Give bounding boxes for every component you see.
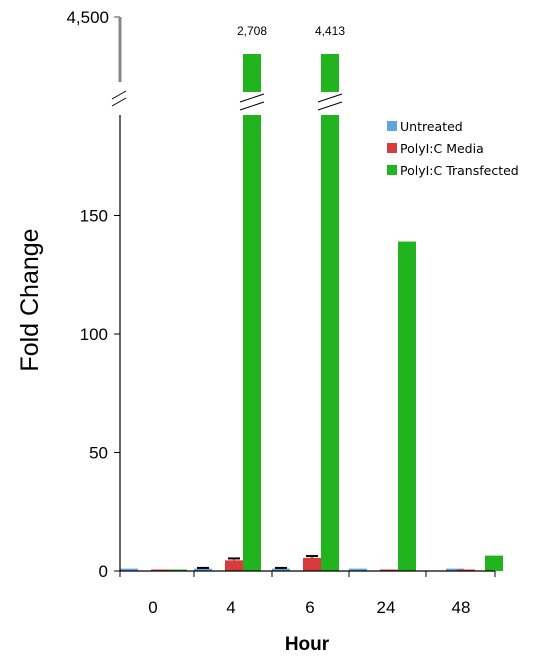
- x-tick-label: 24: [377, 598, 396, 617]
- bar-polyi-c-media-6: [303, 557, 321, 571]
- bar-untreated-0: [120, 568, 138, 571]
- bar-polyi-c-transfected-6-upper: [321, 54, 339, 99]
- y-tick-label: 0: [99, 562, 108, 581]
- bar-polyi-c-transfected-4-lower: [243, 115, 261, 571]
- legend: Untreated PolyI:C Media PolyI:C Transfecte…: [387, 119, 519, 178]
- legend-swatch: [387, 165, 397, 175]
- data-label: 2,708: [237, 24, 267, 38]
- axis-break-mark: [111, 90, 127, 100]
- bar-break-gap: [241, 92, 263, 107]
- y-axis-title: Fold Change: [16, 228, 44, 371]
- axis-break-mark: [111, 97, 127, 107]
- x-tick-label: 6: [305, 598, 314, 617]
- legend-label: Untreated: [400, 119, 463, 134]
- y-tick-label: 50: [89, 444, 108, 463]
- x-tick-label: 0: [148, 598, 157, 617]
- bar-break-mark: [317, 101, 343, 111]
- bar-polyi-c-transfected-4-upper: [243, 54, 261, 99]
- bar-polyi-c-transfected-6-lower: [321, 115, 339, 571]
- bar-break-gap: [319, 92, 341, 107]
- bar-polyi-c-transfected-24: [398, 241, 416, 571]
- bar-untreated-48: [446, 568, 464, 571]
- bar-polyi-c-media-48: [457, 569, 475, 571]
- bar-untreated-4: [194, 568, 212, 571]
- y-tick-label: 4,500: [66, 8, 109, 27]
- x-tick-label: 4: [226, 598, 235, 617]
- y-tick-label: 100: [80, 325, 108, 344]
- legend-swatch: [387, 143, 397, 153]
- bar-untreated-24: [349, 568, 367, 571]
- bar-break-mark: [239, 93, 265, 103]
- labels-layer: 4,500 0 50 100 150 0 4 6 24 48 2,708 4,413 Fold Chan…: [16, 8, 470, 655]
- legend-label: PolyI:C Transfected: [400, 163, 519, 178]
- bar-polyi-c-media-24: [380, 569, 398, 571]
- x-tick-label: 48: [452, 598, 471, 617]
- bar-break-mark: [239, 101, 265, 111]
- bar-break-mark: [317, 93, 343, 103]
- legend-swatch: [387, 121, 397, 131]
- axes-layer: [111, 16, 496, 577]
- legend-label: PolyI:C Media: [400, 141, 484, 156]
- bar-polyi-c-transfected-48: [485, 555, 503, 571]
- data-label: 4,413: [315, 24, 345, 38]
- bar-polyi-c-media-4: [225, 560, 243, 571]
- y-tick-label: 150: [80, 207, 108, 226]
- bar-untreated-6: [272, 568, 290, 571]
- x-axis-title: Hour: [285, 634, 330, 655]
- bar-polyi-c-media-0: [151, 569, 169, 571]
- bars-layer: [120, 54, 503, 571]
- bar-polyi-c-transfected-0: [169, 569, 187, 571]
